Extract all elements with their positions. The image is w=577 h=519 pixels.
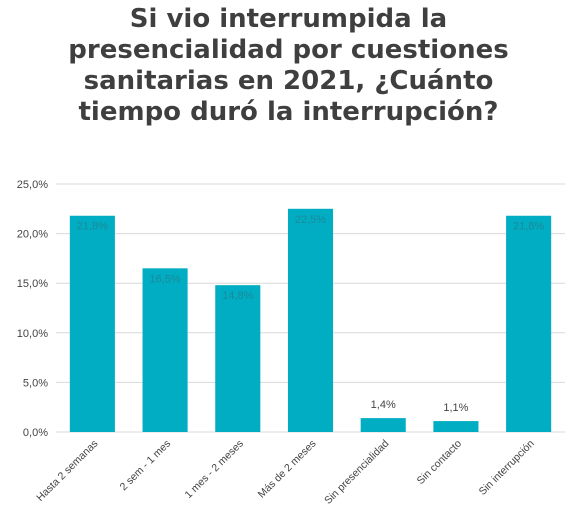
bar bbox=[360, 418, 406, 432]
data-label: 1,1% bbox=[443, 402, 468, 414]
x-tick-label: Sin presencialidad bbox=[322, 438, 391, 507]
bar bbox=[142, 268, 188, 432]
y-tick-label: 20,0% bbox=[17, 229, 48, 241]
data-label: 21,8% bbox=[513, 221, 544, 233]
y-tick-label: 25,0% bbox=[17, 179, 48, 191]
x-tick-label: 2 sem - 1 mes bbox=[118, 438, 174, 494]
data-labels: 21,8% 16,5% 14,8% 22,5% 1,4% 1,1% 21,8% bbox=[77, 214, 545, 414]
bar bbox=[287, 208, 334, 432]
bars bbox=[69, 208, 552, 432]
y-tick-label: 10,0% bbox=[17, 328, 48, 340]
x-tick-label: Más de 2 meses bbox=[256, 438, 319, 501]
bar bbox=[506, 215, 552, 432]
x-tick-label: 1 mes - 2 meses bbox=[183, 438, 246, 501]
chart-title-line-3: sanitarias en 2021, ¿Cuánto bbox=[83, 66, 494, 96]
chart-title: Si vio interrumpida la presencialidad po… bbox=[0, 4, 577, 128]
chart-title-line-2: presencialidad por cuestiones bbox=[68, 35, 509, 65]
x-tick-label: Hasta 2 semanas bbox=[34, 438, 100, 504]
data-label: 21,8% bbox=[77, 221, 108, 233]
data-label: 22,5% bbox=[295, 214, 326, 226]
x-tick-label: Sin interrupción bbox=[477, 438, 537, 498]
x-tick-label: Sin contacto bbox=[415, 438, 464, 487]
data-label: 16,5% bbox=[149, 273, 180, 285]
y-tick-label: 0,0% bbox=[23, 427, 48, 439]
y-tick-label: 15,0% bbox=[17, 278, 48, 290]
bar bbox=[433, 421, 479, 432]
y-axis: 0,0% 5,0% 10,0% 15,0% 20,0% 25,0% bbox=[17, 179, 48, 439]
data-label: 1,4% bbox=[371, 399, 396, 411]
bar bbox=[215, 285, 261, 432]
x-axis: Hasta 2 semanas 2 sem - 1 mes 1 mes - 2 me… bbox=[34, 438, 537, 507]
bar bbox=[69, 215, 115, 432]
data-label: 14,8% bbox=[222, 290, 253, 302]
y-tick-label: 5,0% bbox=[23, 377, 48, 389]
chart-title-line-1: Si vio interrumpida la bbox=[129, 4, 448, 34]
chart-title-line-4: tiempo duró la interrupción? bbox=[78, 97, 499, 127]
